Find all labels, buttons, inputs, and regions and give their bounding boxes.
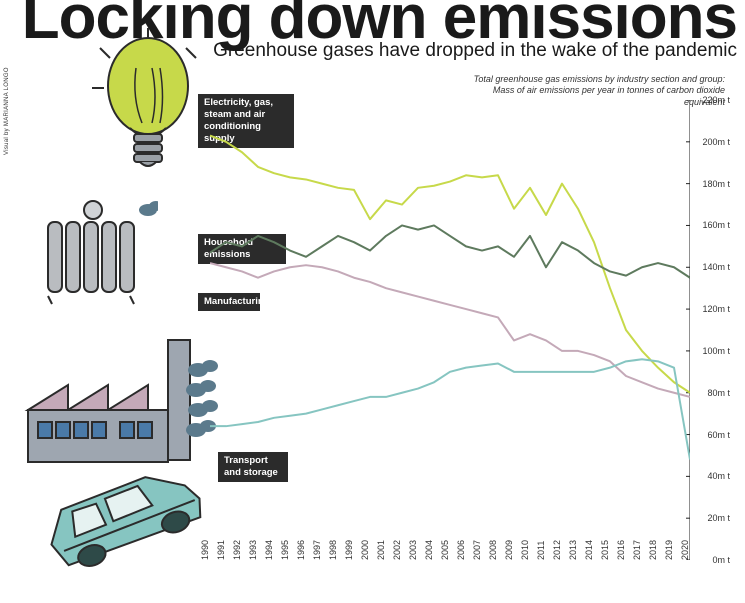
y-tick-label: 0m t [712, 555, 730, 565]
x-tick-label: 1994 [264, 540, 274, 560]
x-axis-labels: 1990199119921993199419951996199719981999… [210, 530, 690, 580]
x-tick-label: 2003 [408, 540, 418, 560]
y-tick-label: 40m t [707, 471, 730, 481]
lightbulb-illustration [70, 28, 200, 188]
x-tick-label: 1993 [248, 540, 258, 560]
x-tick-label: 1996 [296, 540, 306, 560]
y-axis-labels: 0m t20m t40m t60m t80m t100m t120m t140m… [690, 100, 730, 560]
x-tick-label: 2007 [472, 540, 482, 560]
y-tick-label: 160m t [702, 220, 730, 230]
x-tick-label: 2019 [664, 540, 674, 560]
x-tick-label: 2012 [552, 540, 562, 560]
x-tick-label: 2014 [584, 540, 594, 560]
y-tick-label: 60m t [707, 430, 730, 440]
x-tick-label: 2018 [648, 540, 658, 560]
subheadline: Greenhouse gases have dropped in the wak… [213, 40, 737, 62]
x-tick-label: 2015 [600, 540, 610, 560]
car-illustration [26, 440, 226, 590]
x-tick-label: 2011 [536, 541, 546, 560]
credit-text: Visual by MARIANNA LONGO [4, 67, 10, 155]
y-tick-label: 180m t [702, 179, 730, 189]
x-tick-label: 2017 [632, 540, 642, 560]
x-tick-label: 1991 [216, 540, 226, 560]
x-tick-label: 2020 [680, 540, 690, 560]
y-tick-label: 200m t [702, 137, 730, 147]
x-tick-label: 2001 [376, 540, 386, 560]
y-tick-label: 80m t [707, 388, 730, 398]
x-tick-label: 2016 [616, 540, 626, 560]
x-tick-label: 1997 [312, 540, 322, 560]
x-tick-label: 1995 [280, 540, 290, 560]
y-tick-label: 120m t [702, 304, 730, 314]
y-tick-label: 100m t [702, 346, 730, 356]
chart-svg [210, 100, 690, 560]
x-tick-label: 2008 [488, 540, 498, 560]
x-tick-label: 2013 [568, 540, 578, 560]
x-tick-label: 2004 [424, 540, 434, 560]
y-tick-label: 140m t [702, 262, 730, 272]
y-tick-label: 220m t [702, 95, 730, 105]
x-tick-label: 1992 [232, 540, 242, 560]
line-chart: 0m t 20m t 40m t 60m t 80m t 100m t 120m t 140m… [200, 100, 730, 580]
x-tick-label: 2000 [360, 540, 370, 560]
x-tick-label: 2009 [504, 540, 514, 560]
radiator-illustration [38, 192, 158, 312]
x-tick-label: 2002 [392, 540, 402, 560]
x-tick-label: 1998 [328, 540, 338, 560]
x-tick-label: 1990 [200, 540, 210, 560]
x-tick-label: 2010 [520, 540, 530, 560]
x-tick-label: 2005 [440, 540, 450, 560]
x-tick-label: 2006 [456, 540, 466, 560]
x-tick-label: 1999 [344, 540, 354, 560]
y-tick-label: 20m t [707, 513, 730, 523]
